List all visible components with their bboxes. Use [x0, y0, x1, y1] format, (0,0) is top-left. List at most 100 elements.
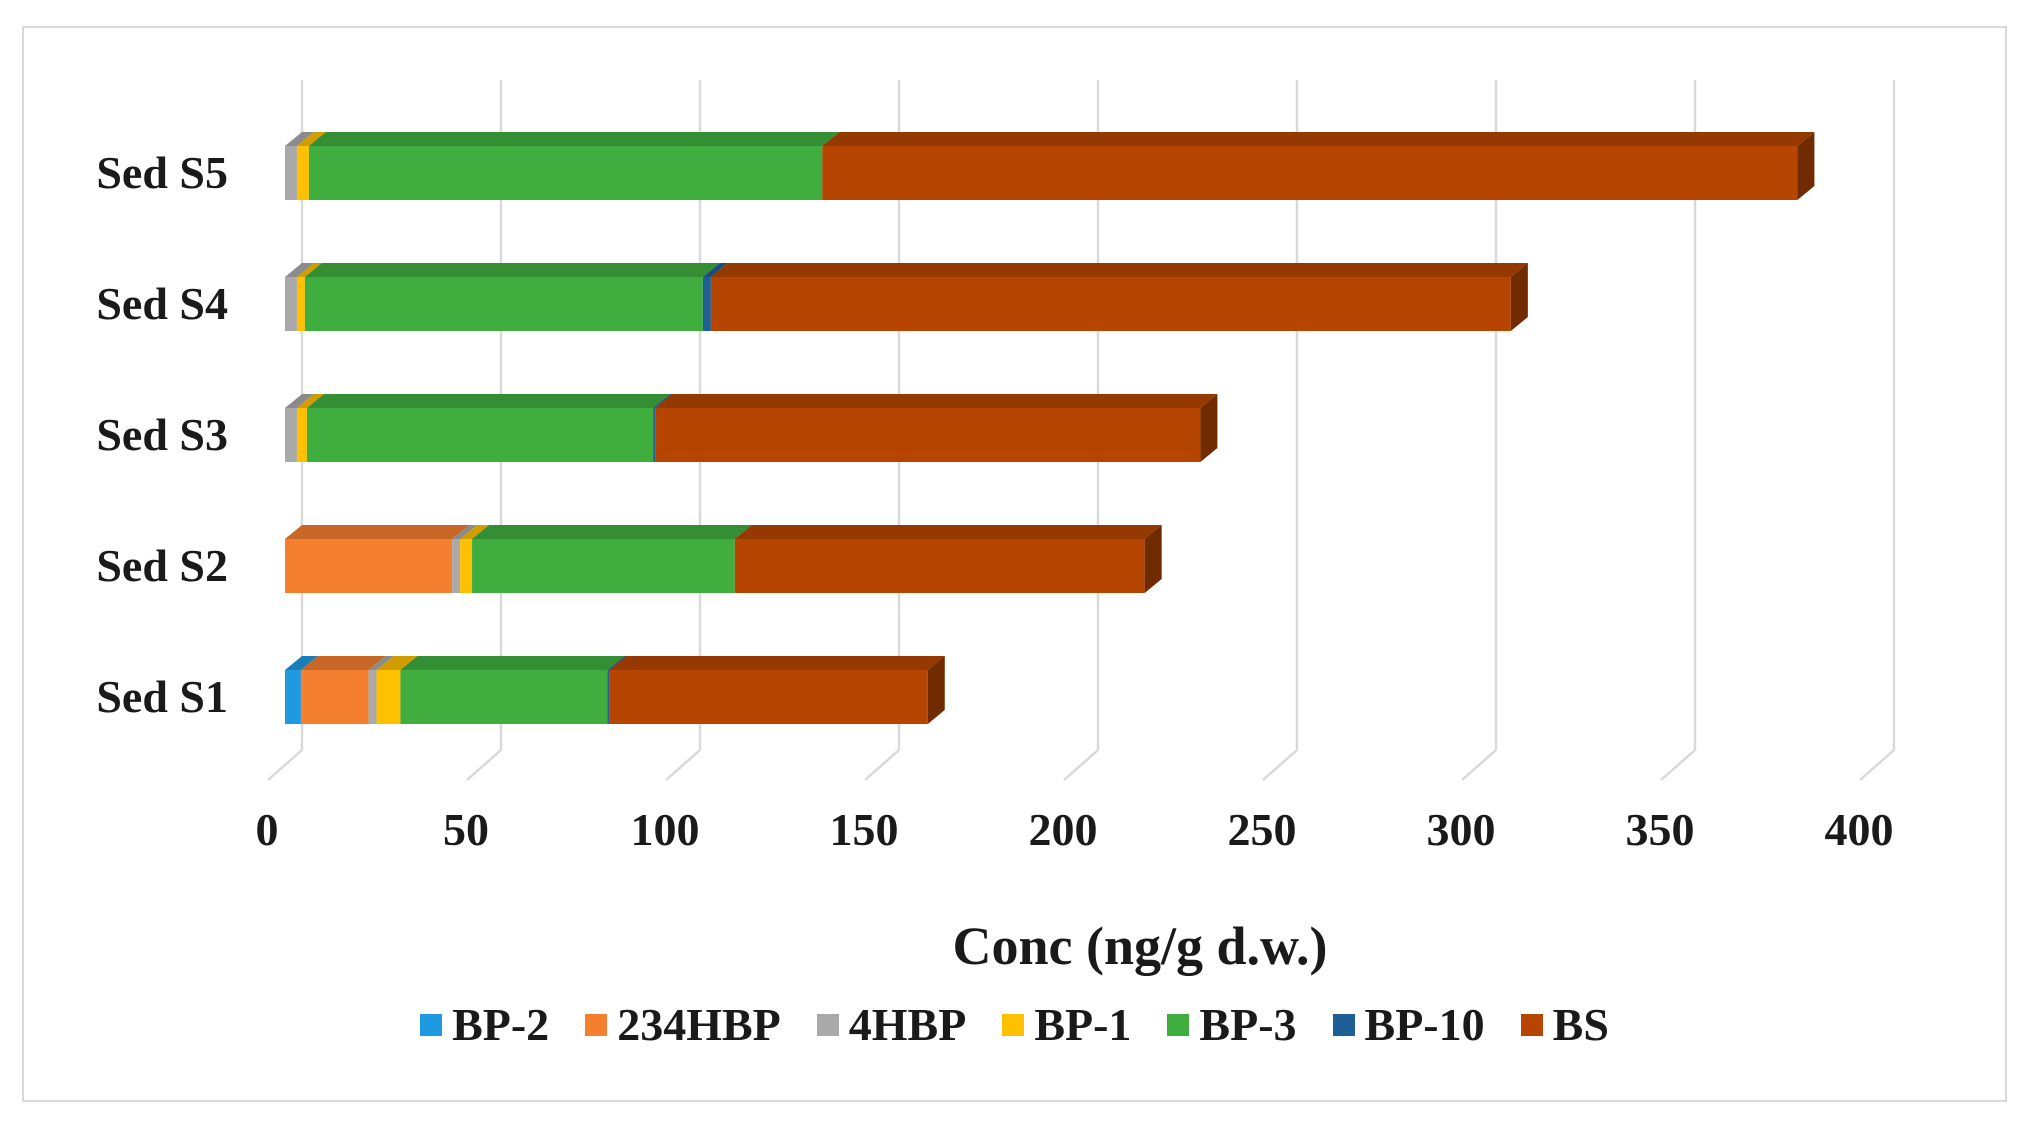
legend-item: BP-10	[1332, 998, 1485, 1051]
y-category-label: Sed S2	[96, 540, 228, 591]
gridline-floor	[1063, 749, 1099, 781]
bar-top-4hbp	[368, 656, 394, 670]
gridline-floor	[1859, 749, 1895, 781]
bar-top-bp-3	[304, 263, 720, 277]
bar-side-bs	[927, 656, 945, 724]
gridline-floor	[1461, 749, 1497, 781]
bar-segment-4hbp	[285, 408, 297, 462]
x-tick-label: 300	[1427, 804, 1496, 855]
legend-item: BP-2	[420, 998, 549, 1051]
x-tick-label: 100	[631, 804, 700, 855]
bar-segment-bp-1	[296, 408, 307, 462]
bar-top-4hbp	[452, 525, 478, 539]
gridline-floor	[1660, 749, 1696, 781]
legend-swatch	[420, 1013, 443, 1036]
bar-segment-bs	[822, 146, 1798, 200]
x-tick-label: 200	[1029, 804, 1098, 855]
bar-segment-bp-10	[653, 408, 656, 462]
bar-side-bs	[1510, 263, 1528, 331]
bar-top-234hbp	[300, 656, 386, 670]
bar-top-bs	[609, 656, 945, 670]
legend-label: 234HBP	[617, 999, 781, 1050]
bar-top-bp-1	[376, 656, 418, 670]
bar-top-4hbp	[285, 263, 314, 277]
legend-swatch	[816, 1013, 839, 1036]
y-category-label: Sed S1	[96, 671, 228, 722]
bar-top-bs	[734, 525, 1162, 539]
bar-layer	[285, 132, 1815, 724]
bar-top-4hbp	[285, 394, 314, 408]
bar-segment-4hbp	[452, 539, 461, 593]
bar-top-bp-10	[702, 263, 728, 277]
gridline-floor	[665, 749, 701, 781]
bar-segment-234hbp	[285, 539, 453, 593]
bar-side-bs	[1200, 394, 1218, 462]
legend-label: BP-2	[452, 999, 550, 1050]
bar-segment-bp-2	[285, 670, 301, 724]
y-category-label: Sed S5	[96, 147, 228, 198]
legend-label: BS	[1552, 999, 1609, 1050]
bar-top-bp-1	[296, 394, 324, 408]
bar-top-bp-10	[607, 656, 627, 670]
legend-swatch	[1002, 1013, 1025, 1036]
legend-label: BP-1	[1034, 999, 1132, 1050]
bar-top-bp-2	[285, 656, 318, 670]
bar-top-bp-3	[472, 525, 752, 539]
bar-top-bp-3	[306, 394, 671, 408]
x-tick-label: 250	[1228, 804, 1297, 855]
gridline-floor	[864, 749, 900, 781]
bar-top-bs	[710, 263, 1528, 277]
bar-side-bs	[1144, 525, 1162, 593]
bar-segment-bp-3	[306, 408, 654, 462]
bar-top-bp-1	[460, 525, 490, 539]
gridline-floor	[1262, 749, 1298, 781]
legend-item: BS	[1520, 998, 1609, 1051]
bar-top-bp-3	[400, 656, 625, 670]
bar-top-bp-10	[653, 394, 673, 408]
legend-label: 4HBP	[848, 999, 967, 1050]
x-tick-label: 150	[830, 804, 899, 855]
x-tick-label: 50	[443, 804, 489, 855]
bar-segment-bp-1	[376, 670, 401, 724]
y-category-label: Sed S3	[96, 409, 228, 460]
bar-segment-bp-3	[472, 539, 735, 593]
legend-item: 4HBP	[816, 998, 967, 1051]
bar-segment-4hbp	[285, 146, 297, 200]
bar-segment-bp-10	[607, 670, 610, 724]
x-tick-label: 400	[1825, 804, 1894, 855]
y-category-label: Sed S4	[96, 278, 228, 329]
bar-segment-bs	[655, 408, 1201, 462]
chart-legend: BP-2 234HBP 4HBP BP-1 BP-3 BP-10 BS	[0, 998, 2029, 1051]
bar-segment-234hbp	[300, 670, 369, 724]
bar-top-bp-3	[308, 132, 840, 146]
x-tick-label: 350	[1626, 804, 1695, 855]
legend-swatch	[585, 1013, 608, 1036]
bar-segment-bp-1	[296, 277, 305, 331]
x-axis-title: Conc (ng/g d.w.)	[952, 916, 1327, 976]
legend-item: BP-3	[1167, 998, 1297, 1051]
bar-segment-bp-10	[702, 277, 711, 331]
bar-segment-4hbp	[285, 277, 297, 331]
bar-top-bp-1	[296, 132, 326, 146]
bar-segment-bs	[609, 670, 928, 724]
gridline-floor	[267, 749, 303, 781]
legend-swatch	[1167, 1013, 1190, 1036]
bar-segment-4hbp	[368, 670, 377, 724]
bar-top-bs	[655, 394, 1218, 408]
legend-label: BP-10	[1364, 999, 1485, 1050]
legend-item: BP-1	[1002, 998, 1131, 1051]
bar-top-234hbp	[285, 525, 470, 539]
bar-segment-bp-1	[460, 539, 473, 593]
legend-swatch	[1332, 1013, 1355, 1036]
x-tick-label: 0	[256, 804, 279, 855]
bar-segment-bp-1	[296, 146, 309, 200]
bar-segment-bs	[710, 277, 1511, 331]
bar-side-bs	[1797, 132, 1815, 200]
bar-top-bp-1	[296, 263, 322, 277]
bar-segment-bp-3	[304, 277, 703, 331]
label-layer: 0 50 100 150 200 250 300 350 400 Sed S1 Sed S2 Sed …	[96, 147, 1893, 855]
bar-segment-bp-3	[308, 146, 823, 200]
bar-segment-bs	[734, 539, 1145, 593]
bar-top-bs	[822, 132, 1815, 146]
